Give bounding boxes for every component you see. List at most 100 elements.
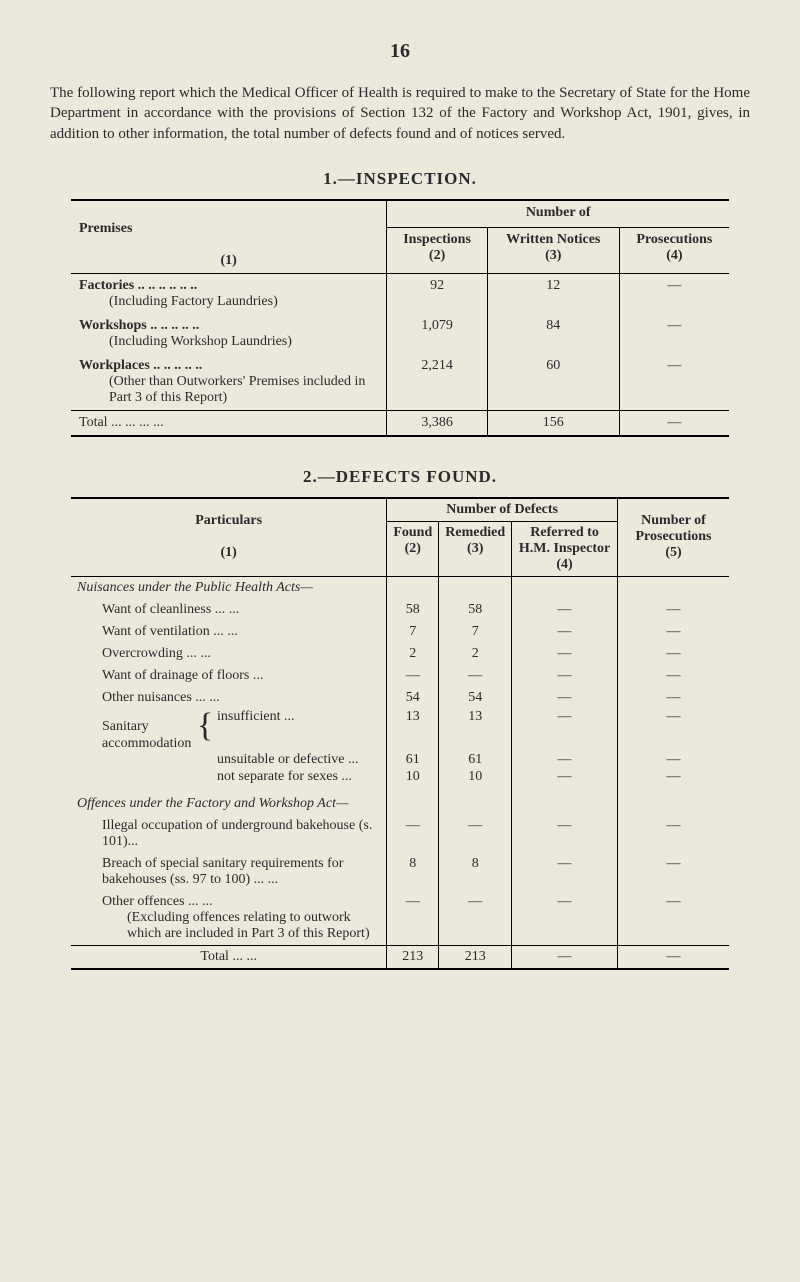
header-defects-group: Number of Defects xyxy=(387,498,618,522)
total-label2: Total ... ... xyxy=(71,945,387,969)
cell: 61 xyxy=(439,752,512,769)
cell: — xyxy=(387,891,439,946)
subhead-row: Nuisances under the Public Health Acts— xyxy=(71,576,729,599)
offences-subhead: Offences under the Factory and Workshop … xyxy=(71,786,387,815)
table-row: Want of drainage of floors ... — — — — xyxy=(71,665,729,687)
cell: — xyxy=(617,853,729,891)
cell: 2 xyxy=(439,643,512,665)
cell: — xyxy=(512,599,618,621)
row-workplaces-sub: (Other than Outworkers' Premises include… xyxy=(79,374,378,406)
header-remedied: Remedied xyxy=(445,525,505,540)
col1-num: (1) xyxy=(77,545,380,561)
cell: — xyxy=(387,665,439,687)
defects-table: Particulars (1) Number of Defects Number… xyxy=(71,497,729,970)
cell: 7 xyxy=(439,621,512,643)
cell: — xyxy=(439,891,512,946)
col2-num: (2) xyxy=(429,248,445,263)
cell: — xyxy=(512,769,618,786)
cell: — xyxy=(512,621,618,643)
cell: — xyxy=(617,599,729,621)
table-row: unsuitable or defective ... 61 61 — — xyxy=(71,752,729,769)
cell: — xyxy=(439,815,512,853)
cell: 213 xyxy=(439,945,512,969)
row-factories: Factories .. .. .. .. .. .. xyxy=(79,278,197,293)
row-workshops: Workshops .. .. .. .. .. xyxy=(79,318,199,333)
col4-num: (4) xyxy=(556,557,572,572)
cell: — xyxy=(619,410,729,436)
cell: 2 xyxy=(387,643,439,665)
cell: — xyxy=(512,687,618,709)
row-ventilation: Want of ventilation ... ... xyxy=(77,624,380,640)
col4-num: (4) xyxy=(666,248,682,263)
section2-heading: 2.—DEFECTS FOUND. xyxy=(50,467,750,487)
header-prosecutions: Prosecutions xyxy=(636,232,712,247)
cell: — xyxy=(617,891,729,946)
cell: — xyxy=(617,665,729,687)
table-row: Want of cleanliness ... ... 58 58 — — xyxy=(71,599,729,621)
cell: 54 xyxy=(439,687,512,709)
table-row: Breach of special sanitary requirements … xyxy=(71,853,729,891)
table-row: not separate for sexes ... 10 10 — — xyxy=(71,769,729,786)
header-referred: Referred to H.M. Inspector xyxy=(519,525,610,556)
cell: — xyxy=(619,273,729,314)
table-row: Want of ventilation ... ... 7 7 — — xyxy=(71,621,729,643)
cell: — xyxy=(617,709,729,753)
row-workshops-sub: (Including Workshop Laundries) xyxy=(79,334,378,350)
cell: — xyxy=(512,891,618,946)
row-workplaces: Workplaces .. .. .. .. .. xyxy=(79,358,202,373)
cell: — xyxy=(512,752,618,769)
header-number-of: Number of xyxy=(387,200,729,228)
cell: — xyxy=(512,665,618,687)
cell: 213 xyxy=(387,945,439,969)
table-row: Illegal occupation of underground bakeho… xyxy=(71,815,729,853)
cell: 10 xyxy=(439,769,512,786)
row-factories-sub: (Including Factory Laundries) xyxy=(79,294,378,310)
cell: 156 xyxy=(487,410,619,436)
col5-num: (5) xyxy=(665,545,681,560)
header-particulars: Particulars xyxy=(77,513,380,529)
row-other-offences: Other offences ... ... xyxy=(77,894,380,910)
table-row: Workplaces .. .. .. .. .. (Other than Ou… xyxy=(71,354,729,411)
cell: — xyxy=(619,354,729,411)
page-number: 16 xyxy=(50,40,750,63)
cell: — xyxy=(619,314,729,354)
inspection-table: Premises (1) Number of Inspections (2) W… xyxy=(71,199,729,437)
cell: 58 xyxy=(387,599,439,621)
cell: — xyxy=(387,815,439,853)
header-premises: Premises xyxy=(79,221,132,236)
cell: 10 xyxy=(387,769,439,786)
cell: — xyxy=(512,709,618,753)
row-illegal-bakehouse: Illegal occupation of underground bakeho… xyxy=(77,818,380,850)
table-total-row: Total ... ... 213 213 — — xyxy=(71,945,729,969)
cell: 8 xyxy=(439,853,512,891)
table-row: Other offences ... ... (Excluding offenc… xyxy=(71,891,729,946)
cell: — xyxy=(512,945,618,969)
table-row: Other nuisances ... ... 54 54 — — xyxy=(71,687,729,709)
col3-num: (3) xyxy=(545,248,561,263)
row-overcrowding: Overcrowding ... ... xyxy=(77,646,380,662)
sanitary-lead: Sanitary accommodation xyxy=(77,709,197,753)
sanitary-separate: not separate for sexes ... xyxy=(217,769,380,786)
sanitary-unsuitable: unsuitable or defective ... xyxy=(217,752,380,769)
table-row: Workshops .. .. .. .. .. (Including Work… xyxy=(71,314,729,354)
intro-paragraph: The following report which the Medical O… xyxy=(50,83,750,144)
cell: 1,079 xyxy=(387,314,487,354)
cell: — xyxy=(617,752,729,769)
col2-num: (2) xyxy=(405,541,421,556)
cell: 12 xyxy=(487,273,619,314)
cell: 7 xyxy=(387,621,439,643)
cell: 8 xyxy=(387,853,439,891)
header-found: Found xyxy=(393,525,432,540)
cell: 3,386 xyxy=(387,410,487,436)
total-label: Total ... ... ... ... xyxy=(71,410,387,436)
cell: 84 xyxy=(487,314,619,354)
cell: 92 xyxy=(387,273,487,314)
col1-num: (1) xyxy=(79,253,378,269)
cell: 60 xyxy=(487,354,619,411)
header-inspections: Inspections xyxy=(403,232,471,247)
cell: 61 xyxy=(387,752,439,769)
cell: — xyxy=(617,621,729,643)
cell: — xyxy=(617,643,729,665)
row-other-nuisances: Other nuisances ... ... xyxy=(77,690,380,706)
cell: 2,214 xyxy=(387,354,487,411)
